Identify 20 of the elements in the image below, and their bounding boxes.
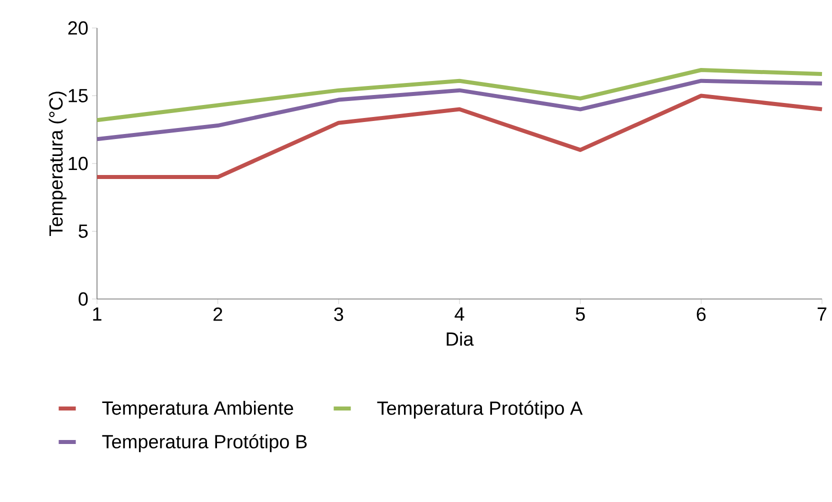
x-tick-label: 6 xyxy=(696,308,706,321)
x-tick-label: 7 xyxy=(818,308,826,321)
legend-label: Temperatura Protótipo B xyxy=(102,434,307,452)
x-tick-label: 4 xyxy=(454,308,464,321)
y-tick-label: 15 xyxy=(68,89,88,102)
x-tick-label: 1 xyxy=(93,308,102,321)
legend-label: Temperatura Protótipo A xyxy=(377,400,583,419)
x-tick-label: 2 xyxy=(214,308,222,321)
x-axis-title: Dia xyxy=(446,332,474,346)
y-tick-label: 10 xyxy=(68,156,88,170)
line-series xyxy=(95,68,824,122)
legend-label: Temperatura Ambiente xyxy=(102,400,294,419)
x-tick-label: 3 xyxy=(334,308,344,321)
x-tick-label: 5 xyxy=(576,308,585,321)
y-axis-title: Temperatura (°C) xyxy=(48,92,66,236)
y-tick-label: 0 xyxy=(78,292,88,306)
line-series xyxy=(95,94,824,180)
line-series xyxy=(95,78,824,142)
y-tick-label: 20 xyxy=(68,21,88,35)
y-tick-label: 5 xyxy=(78,224,88,238)
